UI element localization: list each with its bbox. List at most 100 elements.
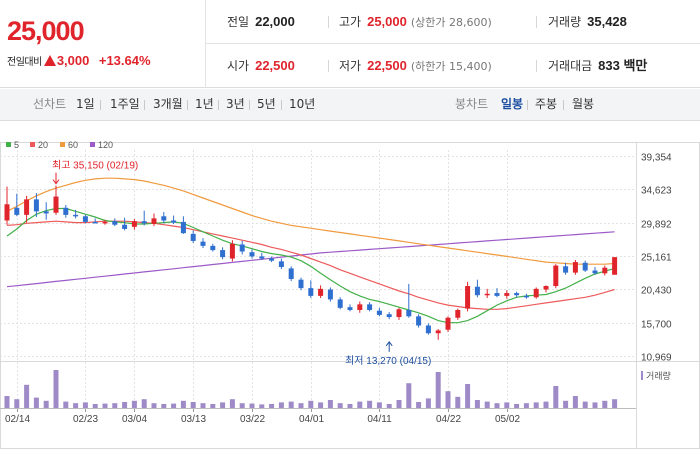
candle: [288, 266, 294, 282]
candle-daily[interactable]: 일봉: [501, 97, 524, 111]
candle-body: [572, 262, 578, 273]
candle-body: [229, 243, 235, 259]
volume-bar: [602, 400, 608, 408]
quote-row-2: 시가 22,500 저가 22,500 (하한가 15,400) 거래대금 833 백만: [206, 44, 700, 88]
low-value: 22,500: [367, 58, 407, 73]
legend-swatch-120: [90, 142, 95, 147]
legend-swatch-20: [30, 142, 35, 147]
period-10y[interactable]: 10년: [289, 97, 316, 111]
volume-bar: [249, 403, 255, 408]
volume-bar: [220, 402, 226, 408]
volume-bar: [445, 391, 451, 408]
x-tick-label: 04/01: [299, 414, 324, 425]
volume-bar: [210, 404, 216, 408]
period-1d[interactable]: 1일: [76, 97, 95, 111]
candle-body: [151, 218, 157, 225]
chart-toolbar: 선차트 1일 1주일 3개월 1년 3년 5년 10년 봉차트 일봉 주봉 월봉: [0, 89, 700, 121]
candle: [308, 280, 314, 299]
candle-body: [533, 288, 539, 298]
candle: [514, 291, 520, 298]
stock-chart: 5 20 60 120 39,354 34,623 29,892 25,161 20,430 15…: [0, 140, 700, 449]
period-3m[interactable]: 3개월: [153, 97, 183, 111]
volume-bar: [543, 401, 549, 408]
candle-monthly[interactable]: 월봉: [572, 97, 595, 111]
candle: [425, 323, 431, 335]
prev-close-label: 전일: [227, 15, 250, 29]
candle: [4, 186, 10, 225]
volume-bar: [563, 400, 569, 408]
candle: [82, 214, 88, 224]
period-1y[interactable]: 1년: [195, 97, 214, 111]
x-tick-label: 03/13: [181, 414, 206, 425]
low-annotation: 최저 13,270 (04/15): [345, 355, 431, 367]
candle: [337, 297, 343, 310]
volume-bar: [131, 400, 137, 408]
candle: [33, 193, 39, 217]
ma5-line: [6, 207, 615, 324]
legend-label-5: 5: [14, 140, 19, 150]
candle-body: [504, 293, 510, 296]
volume-bar: [318, 402, 324, 408]
candle: [131, 219, 137, 230]
candle-body: [445, 317, 451, 330]
candle-body: [514, 293, 520, 296]
candle-body: [141, 221, 147, 224]
candle-body: [318, 288, 324, 296]
volume: 거래량 35,428: [548, 0, 627, 44]
open-label: 시가: [227, 59, 250, 73]
candle-weekly[interactable]: 주봉: [535, 97, 558, 111]
volume-bar: [43, 400, 49, 408]
period-3y[interactable]: 3년: [226, 97, 245, 111]
volume-bar: [533, 402, 539, 408]
candle: [406, 283, 412, 318]
quote-summary: 25,000 전일대비 3,000 +13.64% 전일 22,000 고가 25,0…: [0, 0, 700, 88]
volume-bar: [386, 404, 392, 408]
volume-bar: [122, 402, 128, 408]
volume-bar: [465, 384, 471, 408]
candle-body: [376, 310, 382, 315]
candle-body: [259, 256, 265, 259]
high-value: 25,000: [367, 14, 407, 29]
x-tick-label: 03/22: [240, 414, 265, 425]
y-tick-label: 20,430: [641, 286, 672, 297]
candle: [180, 216, 186, 234]
volume-bar: [141, 399, 147, 408]
volume-bar: [308, 400, 314, 408]
candle-body: [239, 244, 245, 252]
candle: [582, 260, 588, 272]
candle-body: [543, 286, 549, 290]
candle-body: [347, 307, 353, 310]
candle-body: [592, 270, 598, 274]
volume-bar: [92, 404, 98, 408]
volume-bar: [406, 383, 412, 408]
candle-body: [278, 261, 284, 268]
volume-bar: [474, 400, 480, 408]
ma120-line: [6, 231, 615, 288]
period-5y[interactable]: 5년: [257, 97, 276, 111]
candle: [141, 210, 147, 226]
candle-body: [425, 325, 431, 334]
volume-bar: [327, 400, 333, 408]
candle: [484, 288, 490, 299]
volume-value: 35,428: [587, 14, 627, 29]
y-tick-label: 25,161: [641, 253, 672, 264]
chart-area: 5 20 60 120 39,354 34,623 29,892 25,161 20,430 15…: [0, 122, 700, 450]
period-1w[interactable]: 1주일: [110, 97, 140, 111]
candle-body: [190, 233, 196, 241]
candle: [563, 262, 569, 275]
legend-swatch-60: [60, 142, 65, 147]
candle: [386, 312, 392, 320]
candle-body: [288, 268, 294, 279]
candle: [612, 257, 618, 275]
volume-bar: [572, 396, 578, 408]
trade-amount: 거래대금 833 백만: [548, 44, 647, 88]
x-tick-label: 02/14: [5, 414, 30, 425]
candle: [14, 193, 20, 217]
volume-bar: [416, 402, 422, 408]
change-amount: 3,000: [56, 53, 90, 68]
candle-body: [602, 267, 608, 274]
candle-body: [131, 221, 137, 227]
legend-label-120: 120: [98, 140, 113, 150]
candle: [259, 252, 265, 260]
volume-bar: [592, 402, 598, 408]
